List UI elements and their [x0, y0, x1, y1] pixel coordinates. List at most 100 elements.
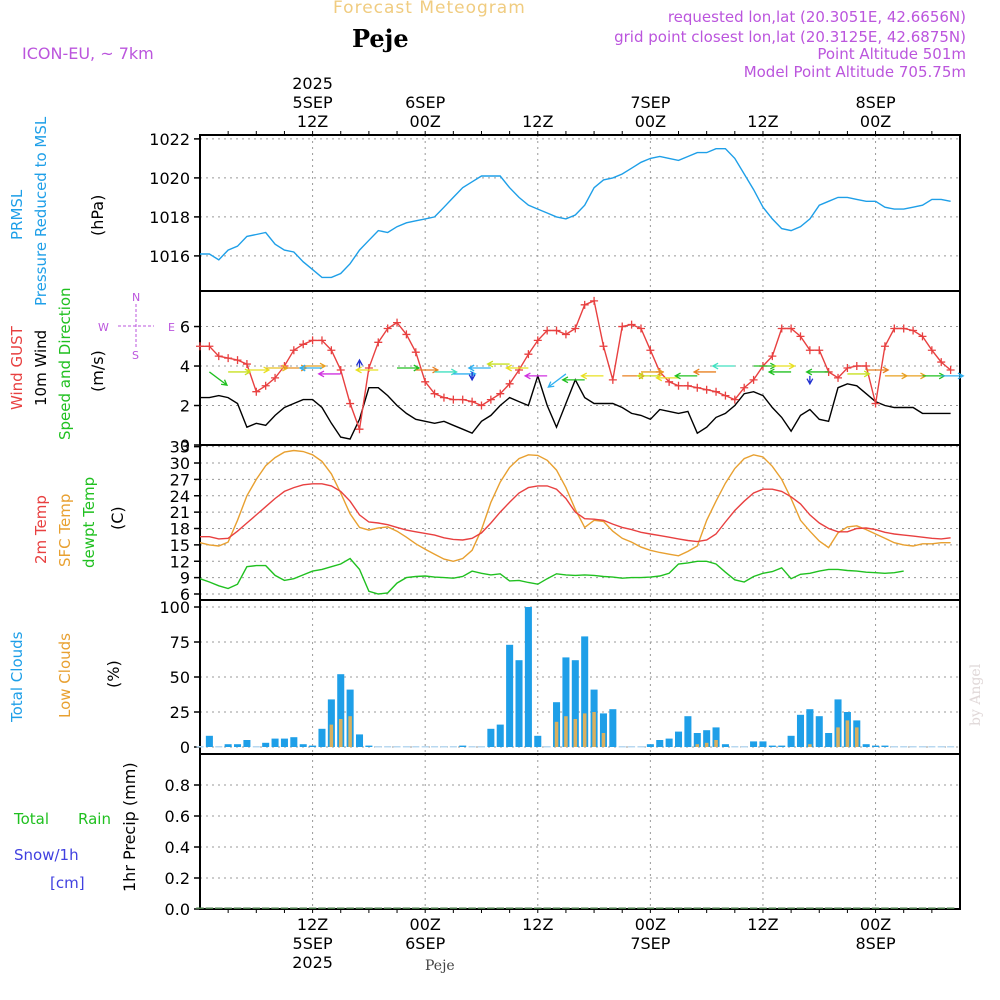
- total-cloud-bar: [205, 735, 213, 747]
- rain-bar: [515, 907, 523, 909]
- total-cloud-bar: [759, 741, 767, 747]
- rain-bar: [937, 907, 945, 909]
- wind-direction-arrow: [941, 372, 965, 380]
- low-cloud-bar: [836, 727, 840, 747]
- total-cloud-bar: [477, 746, 485, 748]
- rain-bar: [412, 907, 420, 909]
- t2m-line: [200, 483, 951, 543]
- bottom-time-label: 12Z: [297, 915, 328, 934]
- rain-bar: [899, 907, 908, 909]
- rain-bar: [843, 907, 852, 909]
- total-cloud-bar: [937, 746, 945, 748]
- gust-marker: [214, 352, 223, 361]
- top-time-label: 12Z: [297, 112, 328, 131]
- rain-bar: [243, 907, 251, 909]
- bottom-time-label: 7SEP: [630, 934, 670, 953]
- gust-marker: [599, 342, 608, 351]
- gust-marker: [533, 336, 542, 345]
- compass-label-e: E: [168, 321, 175, 334]
- wind-direction-arrow: [903, 372, 928, 380]
- gust-marker: [946, 365, 955, 374]
- gust-marker: [740, 383, 749, 392]
- rain-bar: [327, 907, 336, 909]
- total-cloud-bar: [928, 746, 936, 748]
- wind-direction-arrow: [847, 370, 871, 378]
- rain-bar: [290, 907, 298, 909]
- rain-bar: [787, 907, 795, 909]
- gust-marker: [918, 332, 927, 341]
- total-cloud-bar: [309, 745, 317, 747]
- total-cloud-bar: [740, 746, 748, 748]
- gust-marker: [712, 387, 721, 396]
- y-tick-label: 50: [170, 668, 190, 687]
- top-time-label: 2025: [292, 74, 333, 93]
- total-cloud-bar: [609, 709, 617, 747]
- total-cloud-bar: [796, 714, 805, 747]
- low-cloud-bar: [348, 716, 352, 747]
- gust-marker: [242, 360, 251, 369]
- low-cloud-bar: [573, 719, 578, 747]
- total-cloud-bar: [337, 674, 345, 747]
- gust-marker: [346, 399, 355, 408]
- rain-bar: [796, 907, 805, 909]
- y-tick-label: 6: [180, 318, 190, 337]
- rain-bar: [702, 907, 711, 909]
- gust-marker: [205, 342, 214, 351]
- total-cloud-bar: [524, 607, 532, 747]
- wind-direction-arrow: [673, 372, 698, 380]
- y-tick-label: 30: [170, 454, 190, 473]
- total-cloud-bar: [412, 746, 420, 748]
- rain-bar: [215, 907, 223, 909]
- top-time-label: 5SEP: [293, 93, 333, 112]
- wind-direction-arrow: [692, 368, 717, 376]
- rain-bar: [599, 907, 608, 909]
- rain-bar: [562, 907, 570, 909]
- panel-4: 0.0 0.2 0.4 0.6 0.8: [165, 753, 961, 919]
- top-time-label: 6SEP: [405, 93, 445, 112]
- low-cloud-bar: [554, 721, 559, 747]
- top-time-label: 12Z: [522, 112, 553, 131]
- compass-label-n: N: [132, 291, 140, 304]
- rain-bar: [383, 907, 392, 909]
- wind-direction-arrow: [580, 372, 604, 380]
- wind-direction-arrow: [468, 371, 476, 382]
- total-cloud-bar: [431, 746, 439, 748]
- gust-marker: [927, 346, 936, 355]
- wind-direction-arrow: [636, 372, 660, 380]
- footer-location: Peje: [425, 958, 455, 974]
- gust-marker: [430, 389, 439, 398]
- total-cloud-bar: [628, 746, 636, 748]
- wind-direction-arrow: [767, 368, 792, 376]
- gust-marker: [543, 326, 552, 335]
- sfc-temp-line: [199, 449, 951, 563]
- gust-marker: [899, 324, 908, 333]
- total-cloud-bar: [215, 746, 223, 748]
- total-cloud-bar: [384, 746, 392, 748]
- y-tick-label: 33: [170, 438, 190, 457]
- gust-marker: [871, 399, 880, 408]
- gust-marker: [702, 385, 711, 394]
- rain-bar: [749, 907, 758, 909]
- rain-bar: [336, 907, 345, 909]
- wind-direction-arrow: [467, 364, 491, 372]
- total-cloud-bar: [571, 660, 579, 747]
- gust-line: [200, 299, 952, 430]
- wind-direction-arrow: [523, 372, 548, 380]
- gust-marker: [768, 352, 777, 361]
- y-tick-label: 1022: [149, 130, 190, 149]
- wind-direction-arrow: [866, 366, 890, 374]
- low-cloud-bar: [808, 744, 812, 747]
- wind-direction-arrow: [640, 368, 665, 376]
- rain-bar: [834, 907, 842, 909]
- gust-marker: [721, 391, 730, 400]
- total-cloud-bar: [712, 727, 720, 747]
- gust-marker: [261, 381, 270, 390]
- total-cloud-bar: [355, 734, 364, 747]
- rain-bar: [862, 907, 870, 909]
- total-cloud-bar: [599, 713, 607, 747]
- top-time-label: 7SEP: [630, 93, 670, 112]
- gust-marker: [618, 322, 627, 331]
- rain-bar: [712, 907, 720, 909]
- top-time-label: 00Z: [410, 112, 441, 131]
- rain-bar: [909, 907, 917, 909]
